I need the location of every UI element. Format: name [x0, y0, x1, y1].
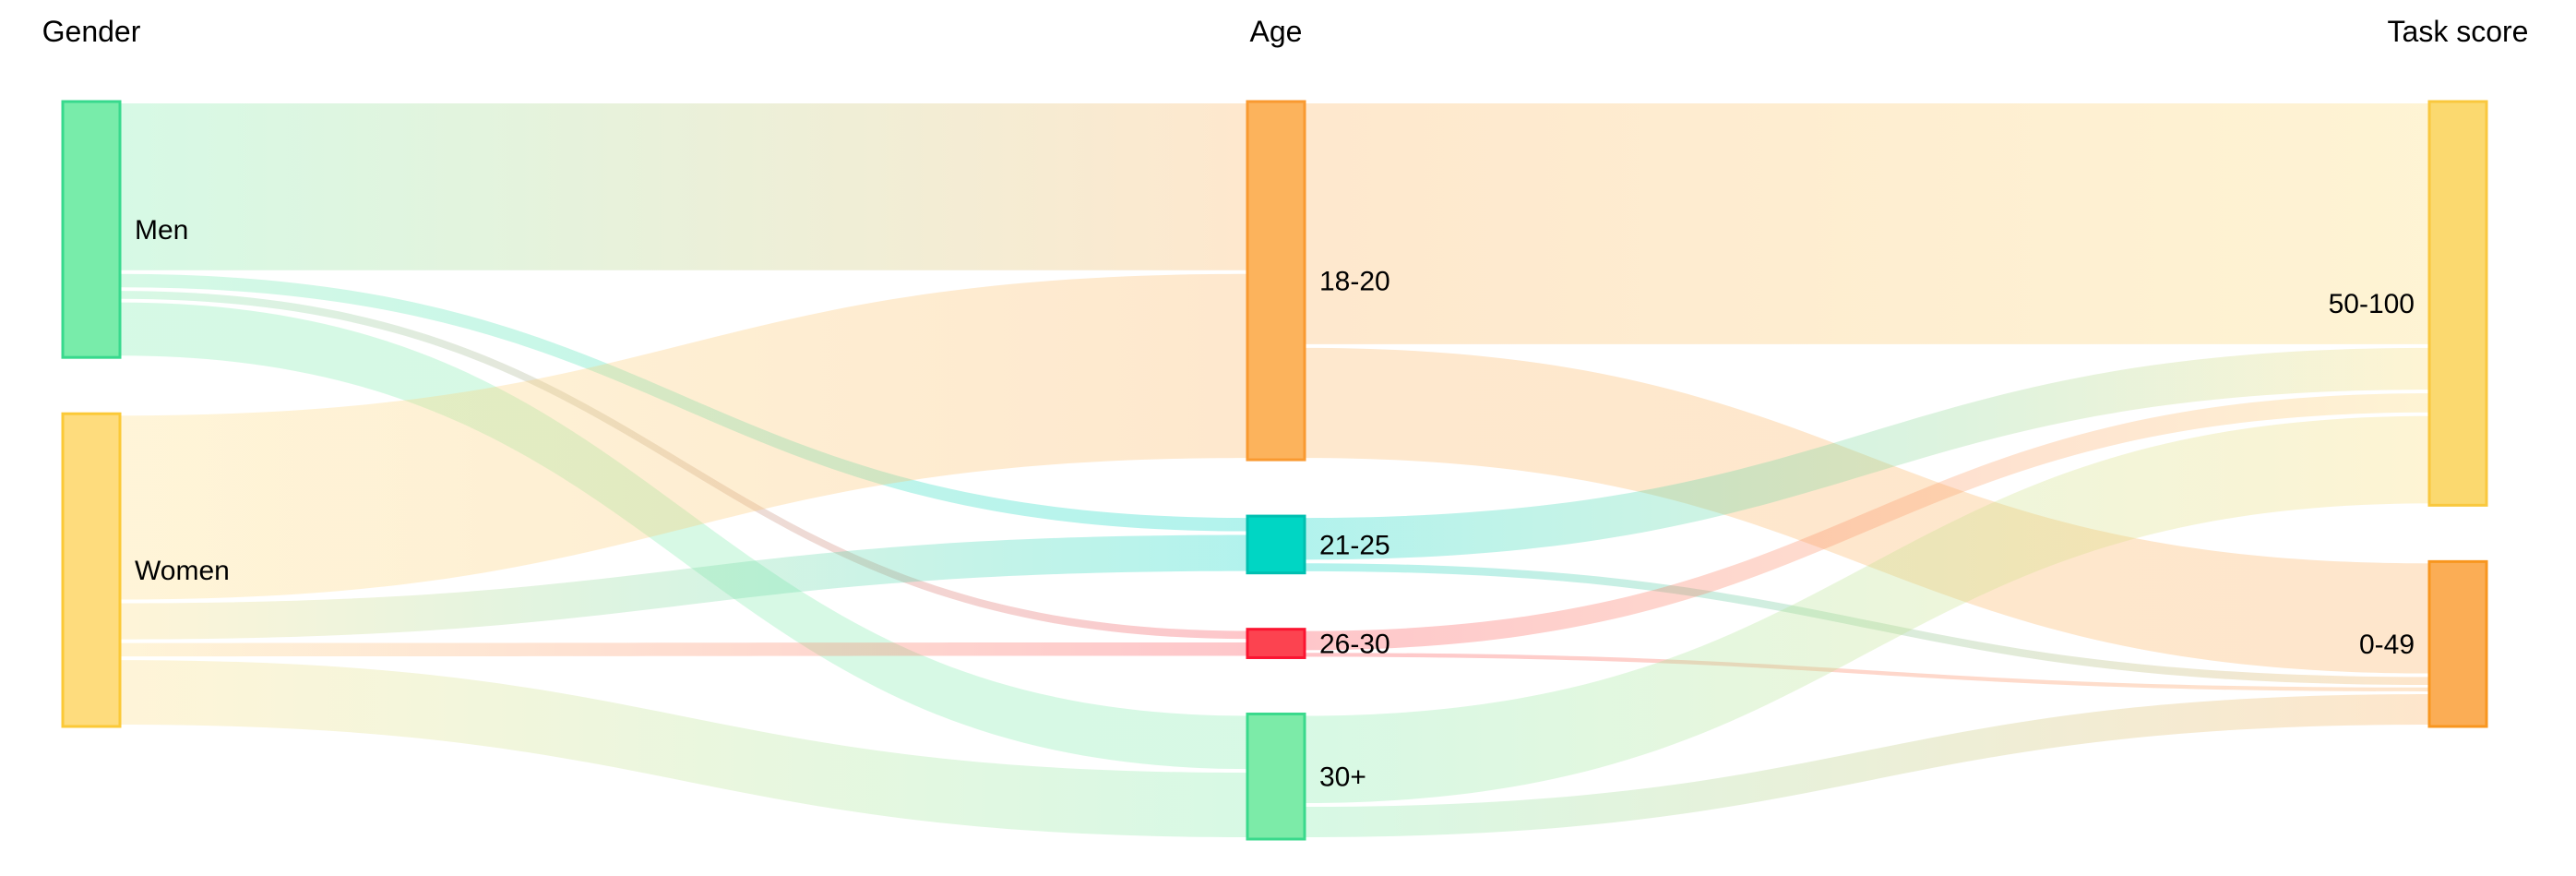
- link-30+-50-100[interactable]: [1305, 415, 2429, 804]
- node-label-50-100: 50-100: [2329, 289, 2415, 319]
- link-30+-0-49[interactable]: [1305, 694, 2429, 837]
- link-Men-18-20[interactable]: [120, 103, 1247, 270]
- link-Women-30+[interactable]: [120, 660, 1247, 837]
- link-26-30-0-49[interactable]: [1305, 653, 2429, 692]
- column-title-gender: Gender: [42, 15, 141, 48]
- node-label-Women: Women: [135, 556, 230, 586]
- node-0-49[interactable]: [2427, 559, 2488, 728]
- node-Women[interactable]: [61, 412, 122, 728]
- node-26-30[interactable]: [1246, 628, 1306, 659]
- link-Women-18-20[interactable]: [120, 273, 1247, 600]
- column-title-task-score: Task score: [2387, 15, 2529, 48]
- link-18-20-0-49[interactable]: [1305, 347, 2429, 674]
- node-30+[interactable]: [1246, 712, 1306, 841]
- node-21-25[interactable]: [1246, 514, 1306, 575]
- node-50-100[interactable]: [2427, 100, 2488, 507]
- node-label-21-25: 21-25: [1319, 530, 1390, 560]
- link-21-25-50-100[interactable]: [1305, 347, 2429, 560]
- link-Men-30+[interactable]: [120, 302, 1247, 770]
- link-26-30-50-100[interactable]: [1305, 393, 2429, 651]
- link-18-20-50-100[interactable]: [1305, 103, 2429, 344]
- node-label-18-20: 18-20: [1319, 267, 1390, 297]
- node-Men[interactable]: [61, 100, 122, 359]
- link-Women-21-25[interactable]: [120, 534, 1247, 640]
- column-title-age: Age: [1249, 15, 1303, 48]
- node-label-Men: Men: [135, 215, 188, 246]
- node-label-0-49: 0-49: [2359, 630, 2415, 660]
- node-label-30+: 30+: [1319, 762, 1366, 793]
- link-Women-26-30[interactable]: [120, 642, 1247, 657]
- node-label-26-30: 26-30: [1319, 630, 1390, 660]
- node-18-20[interactable]: [1246, 100, 1306, 462]
